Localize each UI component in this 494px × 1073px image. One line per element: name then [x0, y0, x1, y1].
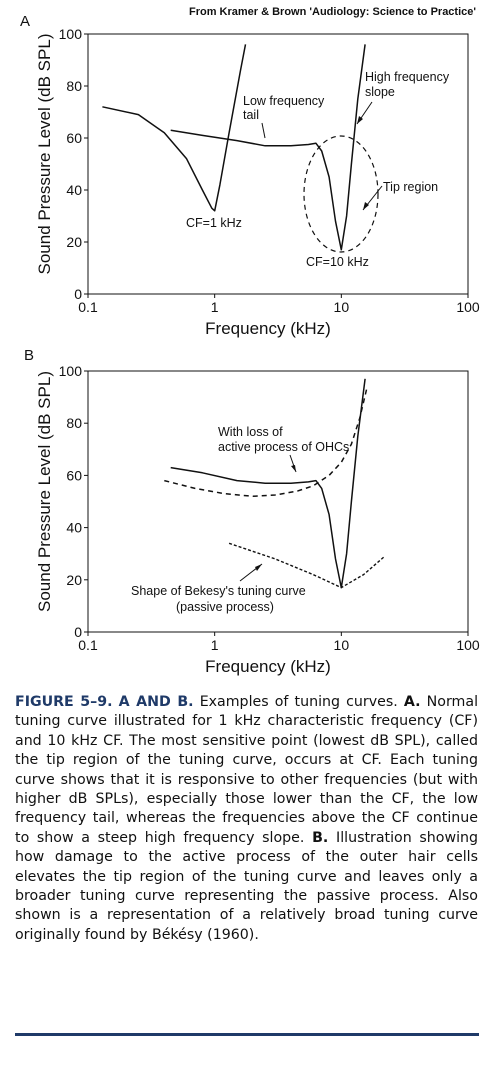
pa-ytick-label: 40 [66, 182, 82, 198]
pb-xtick-label: 10 [334, 637, 350, 653]
pb-annotation-bekesy: Shape of Bekesy's tuning curve [131, 584, 306, 598]
pa-xtick-label: 1 [211, 299, 219, 315]
pb-xtick-label: 1 [211, 637, 219, 653]
pb-arrowhead-bekesy [255, 564, 262, 571]
pa-arrowhead-tip-region [363, 202, 369, 210]
pa-annotation-low-freq-tail: tail [243, 108, 259, 122]
pa-x-axis-title: Frequency (kHz) [205, 319, 331, 338]
pb-x-axis-title: Frequency (kHz) [205, 657, 331, 676]
pa-annotation-tip-region: Tip region [383, 180, 438, 194]
pb-series-line-2 [164, 386, 368, 498]
chart-panel-a: A 0 20 40 60 80 100 0.1 1 10 100 Frequency (kHz) So… [20, 14, 480, 338]
pa-ytick-label: 0 [74, 286, 82, 302]
pb-ytick-label: 100 [59, 363, 83, 379]
pb-ytick-label: 0 [74, 624, 82, 640]
pa-ytick-label: 60 [66, 130, 82, 146]
figure-caption: FIGURE 5–9. A AND B. Examples of tuning … [15, 693, 478, 945]
pb-arrowhead-loss-active [291, 465, 296, 472]
pa-ytick-label: 100 [59, 26, 83, 42]
pb-y-axis-title: Sound Pressure Level (dB SPL) [35, 371, 54, 612]
pb-annotation-bekesy: (passive process) [176, 600, 274, 614]
pa-series-line-2 [170, 44, 366, 251]
caption-heading: A AND B. [118, 694, 194, 710]
pb-xtick-label: 0.1 [78, 637, 98, 653]
pb-ytick-label: 20 [66, 572, 82, 588]
pa-annotation-cf-10khz: CF=10 kHz [306, 255, 369, 269]
pb-ytick-label: 40 [66, 520, 82, 536]
caption-part-b-text: Illustration showing how damage to the a… [15, 829, 479, 943]
panel-letter-b: B [24, 347, 34, 364]
pb-series-line-1 [170, 378, 366, 589]
pa-arrowhead-high-freq [357, 116, 363, 124]
pa-annotation-high-freq-slope: High frequency [365, 70, 450, 84]
pb-ytick-label: 80 [66, 415, 82, 431]
footer-rule [15, 1033, 479, 1036]
source-credit: From Kramer & Brown 'Audiology: Science … [188, 6, 476, 18]
pb-plot-frame [87, 370, 469, 633]
pa-annotation-low-freq-tail: Low frequency [243, 94, 325, 108]
caption-part-b-label: B. [312, 829, 329, 846]
pa-ytick-label: 80 [66, 78, 82, 94]
pa-y-axis-title: Sound Pressure Level (dB SPL) [35, 34, 54, 275]
pa-annotation-cf-1khz: CF=1 kHz [186, 216, 242, 230]
pa-ytick-label: 20 [66, 234, 82, 250]
pb-xtick-label: 100 [456, 637, 480, 653]
pa-series-line-1 [102, 44, 247, 212]
pb-annotation-loss-active: active process of OHCs [218, 440, 349, 454]
caption-figure-label: FIGURE 5–9. [15, 694, 113, 710]
caption-part-a-text: Normal tuning curve illustrated for 1 kH… [15, 694, 479, 846]
pa-plot-frame [87, 33, 469, 295]
pb-series-line-3 [228, 542, 386, 589]
pb-annotation-loss-active: With loss of [218, 425, 283, 439]
pa-tip-region-ellipse [303, 135, 379, 253]
pa-xtick-label: 0.1 [78, 299, 98, 315]
pa-annotation-high-freq-slope: slope [365, 85, 395, 99]
caption-intro: Examples of tuning curves. [199, 694, 398, 710]
panel-letter-a: A [20, 14, 30, 30]
pa-xtick-label: 10 [334, 299, 350, 315]
pb-ytick-label: 60 [66, 467, 82, 483]
caption-part-a-label: A. [403, 694, 421, 710]
chart-panel-b: B 0 20 40 60 80 100 0.1 1 10 100 Frequency (kHz) So… [24, 347, 480, 676]
pa-xtick-label: 100 [456, 299, 480, 315]
pa-leader-low-freq [261, 122, 266, 139]
